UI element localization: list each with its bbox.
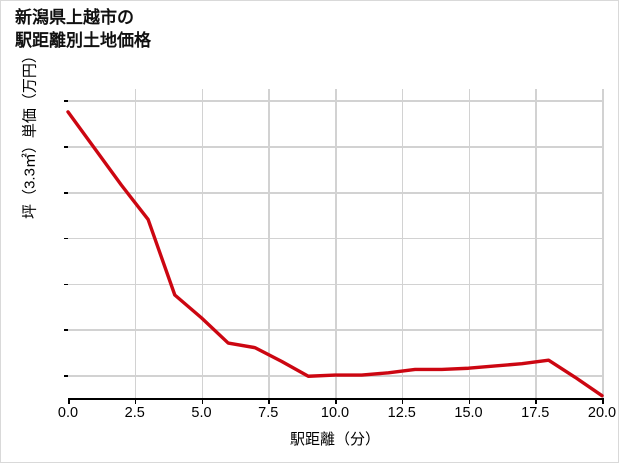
plot-area [66, 89, 604, 398]
x-tick-label: 2.5 [124, 405, 145, 421]
gridline-vertical [201, 89, 203, 398]
x-tick-label: 17.5 [521, 405, 550, 421]
line-series-svg [66, 110, 604, 398]
y-tick-mark [64, 192, 68, 194]
y-tick-mark [64, 146, 68, 148]
y-tick-mark [64, 237, 68, 240]
price-line [66, 110, 604, 398]
x-tick-label: 5.0 [191, 405, 212, 421]
x-tick-mark [134, 400, 137, 404]
gridline-vertical [602, 89, 604, 398]
y-tick-mark [64, 329, 68, 331]
gridline-vertical [401, 89, 404, 398]
gridlines [68, 89, 604, 398]
gridline-vertical [134, 89, 137, 398]
x-tick-mark [268, 400, 270, 404]
x-axis-label: 駅距離（分） [289, 431, 380, 448]
x-tick-mark [535, 400, 537, 404]
x-tick-mark [68, 400, 70, 404]
x-axis-spine [68, 398, 604, 400]
x-tick-mark [201, 400, 203, 404]
x-tick-mark [468, 400, 470, 404]
x-tick-label: 20.0 [587, 405, 617, 421]
x-tick-label: 15.0 [454, 405, 483, 421]
gridline-vertical [268, 89, 270, 398]
x-tick-mark [401, 400, 404, 404]
x-tick-label: 12.5 [387, 405, 416, 421]
y-tick-mark [64, 100, 68, 102]
page-title: 新潟県上越市の 駅距離別土地価格 [15, 8, 151, 50]
y-tick-mark [64, 375, 68, 377]
gridline-vertical [468, 89, 470, 398]
x-tick-label: 0.0 [57, 405, 79, 421]
x-tick-label: 10.0 [320, 405, 350, 421]
y-tick-mark [64, 283, 68, 286]
x-tick-mark [335, 400, 337, 404]
gridline-vertical [535, 89, 537, 398]
gridline-vertical [335, 89, 337, 398]
y-axis-label: 坪（3.3㎡）単価（万円） [21, 48, 39, 219]
x-tick-mark [602, 400, 604, 404]
x-tick-label: 7.5 [258, 405, 279, 421]
